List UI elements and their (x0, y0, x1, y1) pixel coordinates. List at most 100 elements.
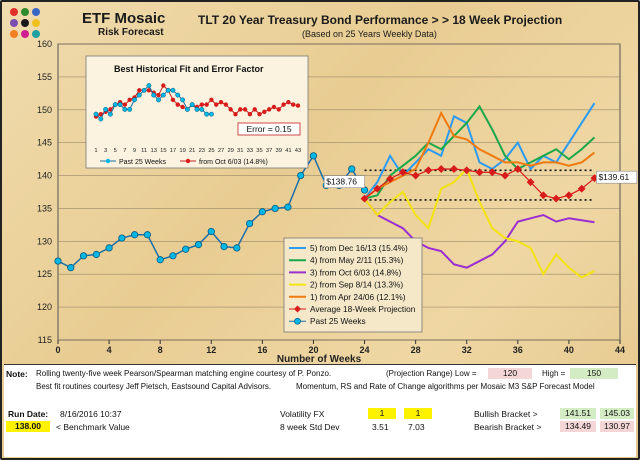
past-point (194, 241, 203, 249)
inset-error-label: Error = 0.15 (246, 124, 291, 134)
inset-x-tick-label: 41 (285, 148, 291, 154)
average-point (373, 184, 382, 193)
y-tick-label: 125 (37, 269, 52, 279)
average-point (360, 194, 369, 203)
past-point (92, 250, 100, 259)
volatility-value-2: 1 (404, 408, 432, 419)
inset-past-point (189, 102, 195, 108)
inset-x-tick-label: 3 (104, 148, 107, 154)
inset-x-tick-label: 15 (160, 148, 166, 154)
inset-x-tick-label: 19 (179, 148, 185, 154)
past-point (233, 244, 241, 252)
inset-fit-point (257, 111, 262, 117)
projection-high-label: High = (542, 369, 566, 378)
inset-past-point (127, 106, 133, 112)
inset-fit-point (156, 92, 161, 98)
legend-entry-label: Past 25 Weeks (310, 316, 366, 326)
inset-fit-point (286, 100, 291, 105)
bullish-bracket-value-2: 145.03 (600, 408, 634, 419)
average-point (462, 166, 471, 175)
inset-x-tick-label: 1 (94, 148, 97, 154)
average-point (564, 191, 573, 200)
logo-dot (32, 8, 40, 16)
y-tick-label: 120 (37, 302, 52, 312)
note-label: Note: (6, 369, 28, 379)
x-tick-label: 12 (206, 345, 216, 355)
past-point (79, 252, 88, 260)
projection-low-value: 120 (488, 368, 532, 379)
average-point (513, 165, 522, 173)
inset-x-tick-label: 17 (170, 148, 176, 154)
y-tick-label: 145 (37, 138, 52, 148)
logo-dot (21, 19, 29, 27)
bullish-bracket-label: Bullish Bracket > (474, 409, 538, 419)
x-tick-label: 44 (615, 345, 625, 355)
inset-past-point (141, 87, 147, 93)
std-dev-label: 8 week Std Dev (280, 422, 340, 432)
inset-x-tick-label: 23 (199, 148, 205, 154)
inset-past-point (165, 87, 171, 93)
inset-past-point (103, 106, 109, 112)
bearish-bracket-label: Bearish Bracket > (474, 422, 542, 432)
x-tick-label: 0 (55, 345, 60, 355)
y-tick-label: 140 (37, 171, 52, 181)
projection-high-value: 150 (570, 368, 618, 379)
x-tick-label: 20 (308, 345, 318, 355)
inset-fit-point (271, 104, 277, 110)
past-point (258, 208, 266, 216)
last-price-label-box (323, 175, 365, 189)
past-point (271, 204, 279, 213)
benchmark-label: < Benchmark Value (56, 422, 130, 432)
inset-x-tick-label: 37 (266, 148, 272, 154)
legend-entry-label: Average 18-Week Projection (310, 304, 416, 314)
past-point (348, 165, 356, 173)
brand-title: ETF Mosaic (82, 10, 166, 27)
inset-past-point (156, 97, 161, 103)
inset-fit-point (276, 107, 281, 112)
inset-past-point (112, 102, 118, 108)
bearish-bracket-value-1: 134.49 (560, 421, 596, 432)
projection-line (363, 197, 595, 269)
legend-marker (294, 317, 301, 325)
chart-subtitle: (Based on 25 Years Weekly Data) (302, 29, 437, 39)
inset-past-point (98, 116, 104, 122)
inset-past-point (175, 92, 181, 98)
past-point (245, 219, 254, 228)
average-point (501, 171, 510, 180)
inset-x-tick-label: 33 (247, 148, 253, 154)
average-end-label: $139.61 (596, 170, 638, 184)
inset-fit-point (266, 107, 272, 112)
inset-past-point (93, 111, 99, 117)
inset-fit-point (281, 102, 286, 107)
logo-dot (10, 19, 18, 27)
y-tick-label: 115 (38, 335, 52, 345)
projection-line (363, 167, 595, 279)
past-point (207, 227, 215, 236)
inset-past-point (180, 97, 186, 103)
inset-fit-point (122, 102, 128, 107)
legend-marker (293, 305, 302, 313)
inset-fit-point (228, 107, 233, 112)
average-point (475, 168, 484, 177)
inset-title: Best Historical Fit and Error Factor (114, 64, 264, 74)
logo-dot (10, 8, 18, 16)
inset-x-tick-label: 9 (133, 148, 136, 154)
benchmark-value: 138.00 (6, 421, 50, 432)
run-date-label: Run Date: (8, 409, 49, 419)
y-tick-label: 130 (37, 236, 52, 246)
inset-past-point (184, 106, 190, 112)
past-point (182, 245, 190, 253)
legend-entry-label: 1) from Apr 24/06 (12.1%) (310, 292, 406, 302)
inset-fit-point (233, 111, 238, 117)
inset-fit-point (199, 102, 205, 107)
logo-dot (10, 30, 18, 38)
x-tick-label: 36 (513, 345, 523, 355)
average-point (411, 171, 420, 180)
inset-x-tick-label: 11 (141, 148, 147, 154)
past-point (284, 203, 292, 211)
past-point (156, 256, 164, 264)
inset-past-point (170, 87, 176, 93)
inset-x-tick-label: 27 (218, 148, 224, 154)
inset-legend-fit: from Oct 6/03 (14.8%) (199, 159, 268, 166)
